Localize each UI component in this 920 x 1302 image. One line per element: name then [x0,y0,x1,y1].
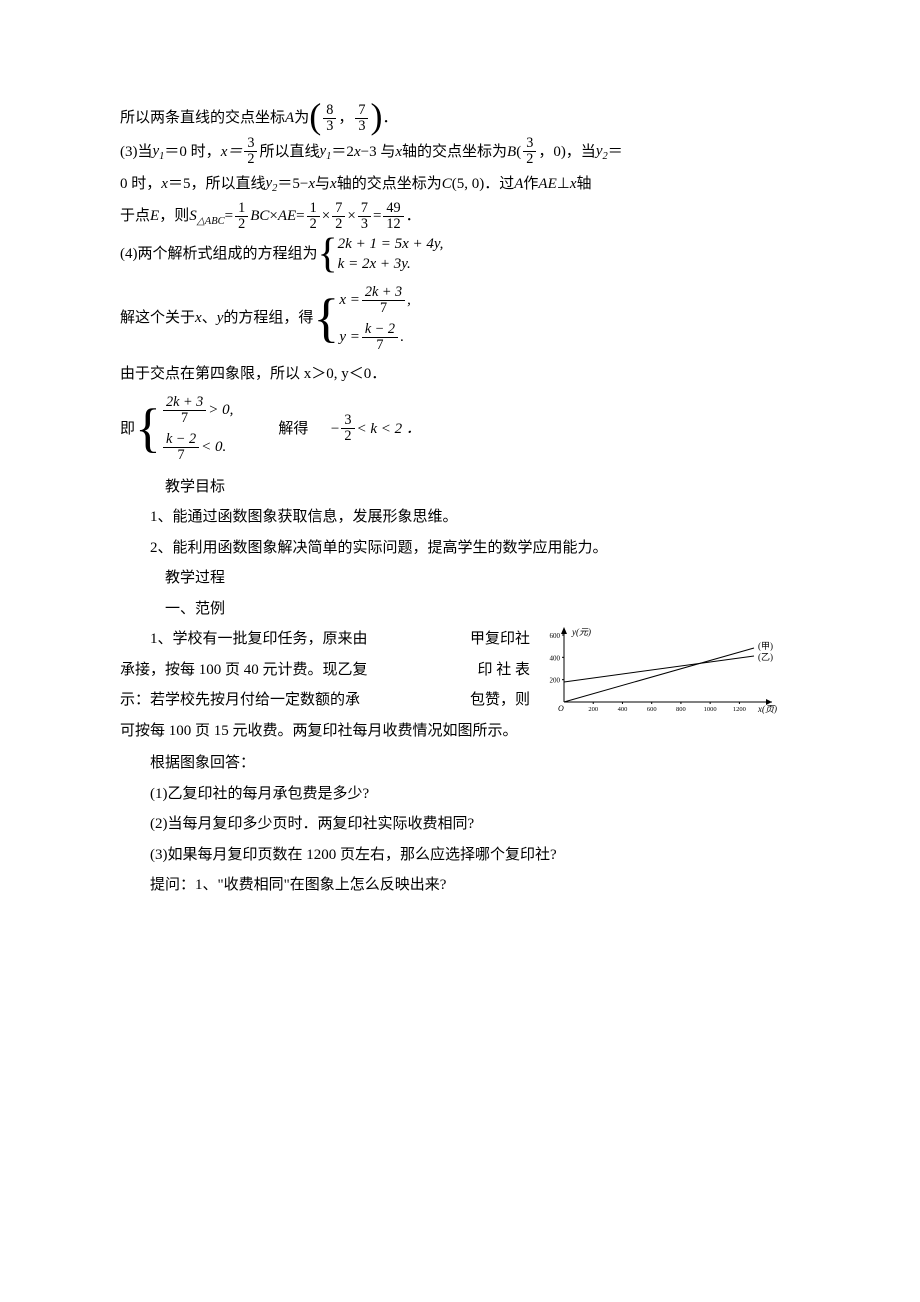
equation-system-2: x = 2k + 37 , y = k − 27 . [339,285,411,353]
intersection-point-line: 所以两条直线的交点坐标 A 为 ( 8 3 ， 7 3 ) ． [120,102,800,134]
example-1-block: 200 400 600 200 400 600 800 1000 1200 Oy(元) x(页) (甲… [120,625,800,745]
equation-system-1: 2k + 1 = 5x + 4y, k = 2x + 3y. [338,234,444,275]
svg-text:400: 400 [550,655,561,663]
question-hint: 提问：1、"收费相同"在图象上怎么反映出来? [120,871,800,900]
solution-5-line: 解这个关于 x 、 y 的方程组，得 { x = 2k + 37 , y = k… [120,285,800,353]
text: 为 [294,104,309,133]
objectives-heading: 教学目标 [120,473,800,502]
solution-3-line2: 0 时， x ＝5，所以直线 y2 ＝5− x 与 x 轴的交点坐标为 C (5… [120,169,800,199]
svg-text:600: 600 [550,632,561,640]
objective-2: 2、能利用函数图象解决简单的实际问题，提高学生的数学应用能力。 [120,534,800,563]
solution-4-line: (4)两个解析式组成的方程组为 { 2k + 1 = 5x + 4y, k = … [120,234,800,275]
objective-1: 1、能通过函数图象获取信息，发展形象思维。 [120,503,800,532]
question-prompt: 根据图象回答： [120,749,800,778]
question-1: (1)乙复印社的每月承包费是多少? [120,780,800,809]
rparen: ) [370,100,382,132]
svg-text:200: 200 [588,706,598,713]
solution-3-line1: (3)当 y1 ＝0 时， x＝ 3 2 所以直线 y1 ＝2 x −3 与 x… [120,136,800,167]
question-3: (3)如果每月复印页数在 1200 页左右，那么应选择哪个复印社? [120,841,800,870]
var-A: A [285,104,294,133]
lbrace-icon: { [318,237,338,273]
svg-text:1000: 1000 [704,706,717,713]
frac-8-3: 8 3 [323,103,336,134]
text: 所以两条直线的交点坐标 [120,104,285,133]
svg-text:1200: 1200 [733,706,746,713]
cost-chart: 200 400 600 200 400 600 800 1000 1200 Oy(元) x(页) (甲… [542,625,792,720]
example-heading: 一、范例 [120,595,800,624]
svg-text:x(页): x(页) [757,704,777,714]
quadrant-condition: 由于交点在第四象限，所以 x＞0, y＜0． [120,360,800,389]
inequality-system: 即 { 2k + 37 > 0, k − 27 < 0. 解得 − 32 < k… [120,395,800,463]
svg-text:200: 200 [550,677,561,685]
svg-text:(乙): (乙) [758,652,773,662]
comma: ， [338,104,353,133]
process-heading: 教学过程 [120,564,800,593]
svg-text:y(元): y(元) [571,627,591,637]
lparen: ( [309,100,321,132]
lbrace-icon: { [313,296,339,342]
text: ． [382,104,397,133]
svg-text:400: 400 [618,706,628,713]
svg-text:800: 800 [676,706,686,713]
solution-3-line3: 于点 E ，则 S△ABC = 12 BC × AE = 12 × 72 × 7… [120,201,800,232]
lbrace-icon: { [135,406,161,452]
svg-text:(甲): (甲) [758,641,773,651]
question-2: (2)当每月复印多少页时．两复印社实际收费相同? [120,810,800,839]
frac-7-3: 7 3 [355,103,368,134]
svg-text:O: O [558,704,564,713]
svg-text:600: 600 [647,706,657,713]
